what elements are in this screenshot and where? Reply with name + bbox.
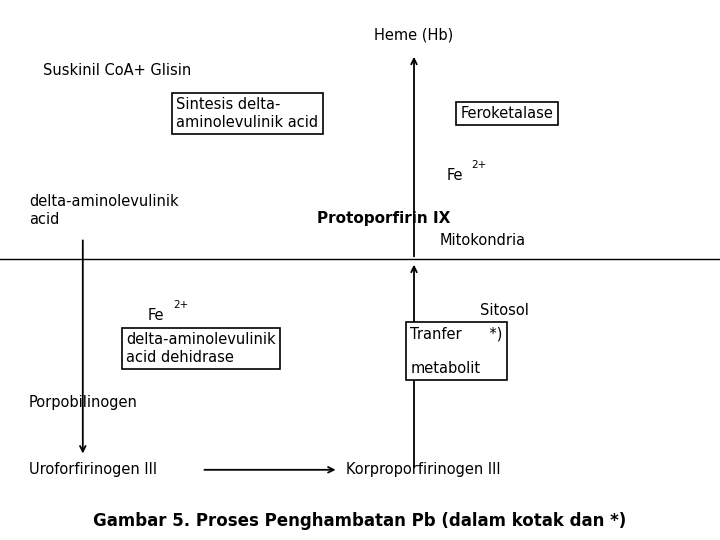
Text: 2+: 2+: [173, 300, 188, 310]
Text: delta-aminolevulinik
acid dehidrase: delta-aminolevulinik acid dehidrase: [126, 332, 276, 365]
Text: Uroforfirinogen III: Uroforfirinogen III: [29, 462, 157, 477]
Text: Protoporfirin IX: Protoporfirin IX: [317, 211, 450, 226]
Text: 2+: 2+: [472, 160, 487, 170]
Text: delta-aminolevulinik
acid: delta-aminolevulinik acid: [29, 194, 179, 227]
Text: Mitokondria: Mitokondria: [439, 233, 526, 248]
Text: Heme (Hb): Heme (Hb): [374, 28, 454, 43]
Text: Gambar 5. Proses Penghambatan Pb (dalam kotak dan *): Gambar 5. Proses Penghambatan Pb (dalam …: [94, 512, 626, 530]
Text: Korproporfirinogen III: Korproporfirinogen III: [346, 462, 500, 477]
Text: Feroketalase: Feroketalase: [461, 106, 554, 121]
Text: Suskinil CoA+ Glisin: Suskinil CoA+ Glisin: [43, 63, 192, 78]
Text: Porpobilinogen: Porpobilinogen: [29, 395, 138, 410]
Text: Sintesis delta-
aminolevulinik acid: Sintesis delta- aminolevulinik acid: [176, 97, 318, 130]
Text: Fe: Fe: [148, 308, 164, 323]
Text: Sitosol: Sitosol: [480, 303, 529, 318]
Text: Fe: Fe: [446, 168, 463, 183]
Text: Tranfer      *)

metabolit: Tranfer *) metabolit: [410, 326, 503, 376]
